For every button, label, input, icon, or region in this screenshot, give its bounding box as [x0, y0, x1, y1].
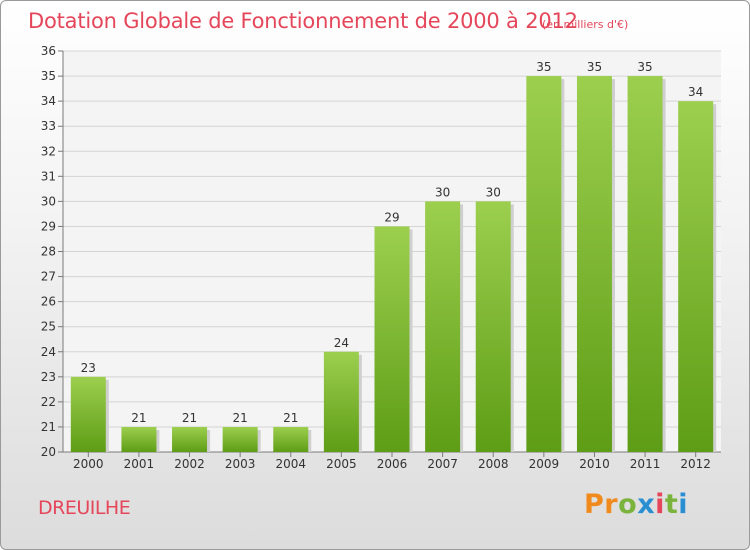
bar [273, 426, 309, 452]
y-tick-label: 36 [41, 44, 56, 58]
bar-value-label: 21 [233, 411, 248, 425]
y-tick-label: 22 [41, 395, 56, 409]
proxiti-logo[interactable]: Proxiti [584, 489, 688, 520]
bar [121, 426, 157, 452]
commune-name: DREUILHE [38, 497, 131, 519]
bar [172, 426, 208, 452]
logo-letter: r [604, 489, 619, 520]
x-tick-label: 2000 [73, 457, 104, 471]
bar [70, 376, 106, 452]
x-tick-label: 2003 [225, 457, 256, 471]
y-tick-label: 33 [41, 119, 56, 133]
bar [425, 201, 461, 452]
logo-letter: t [664, 489, 679, 520]
bar-value-label: 35 [536, 60, 551, 74]
y-tick-label: 21 [41, 420, 56, 434]
bar [374, 226, 410, 452]
x-tick-label: 2007 [427, 457, 458, 471]
y-tick-label: 31 [41, 169, 56, 183]
x-tick-label: 2006 [377, 457, 408, 471]
bar [475, 201, 511, 452]
y-tick-label: 28 [41, 245, 56, 259]
y-tick-label: 32 [41, 144, 56, 158]
y-tick-label: 27 [41, 270, 56, 284]
bar [526, 76, 562, 452]
x-tick-label: 2009 [529, 457, 560, 471]
bar [222, 426, 258, 452]
bar-value-label: 21 [182, 411, 197, 425]
logo-letter: o [618, 489, 638, 520]
bar-value-label: 23 [81, 361, 96, 375]
y-tick-label: 35 [41, 69, 56, 83]
logo-letter: P [584, 489, 605, 520]
bar-value-label: 29 [384, 210, 399, 224]
logo-letter: i [655, 489, 665, 520]
bar-value-label: 35 [637, 60, 652, 74]
bar [678, 101, 714, 452]
y-tick-label: 23 [41, 370, 56, 384]
x-tick-label: 2011 [630, 457, 661, 471]
y-tick-label: 29 [41, 219, 56, 233]
bar-value-label: 24 [334, 336, 349, 350]
bar-value-label: 21 [131, 411, 146, 425]
y-tick-label: 26 [41, 295, 56, 309]
logo-letter: i [678, 489, 689, 520]
y-tick-label: 25 [41, 320, 56, 334]
chart-title: Dotation Globale de Fonctionnement de 20… [28, 9, 578, 33]
x-tick-label: 2005 [326, 457, 357, 471]
x-tick-label: 2001 [124, 457, 155, 471]
bar-value-label: 30 [435, 185, 450, 199]
y-tick-label: 34 [41, 94, 56, 108]
x-tick-label: 2010 [579, 457, 610, 471]
bar [576, 76, 612, 452]
x-tick-label: 2008 [478, 457, 509, 471]
x-tick-label: 2002 [174, 457, 205, 471]
bar-value-label: 21 [283, 411, 298, 425]
x-tick-label: 2004 [275, 457, 306, 471]
bar-value-label: 34 [688, 85, 703, 99]
bar [323, 351, 359, 452]
y-tick-label: 20 [41, 445, 56, 459]
logo-letter: x [637, 489, 656, 520]
bar-value-label: 30 [486, 185, 501, 199]
bar [627, 76, 663, 452]
chart-unit: (en milliers d'€) [542, 18, 629, 31]
y-tick-label: 24 [41, 345, 56, 359]
bar-value-label: 35 [587, 60, 602, 74]
x-tick-label: 2012 [680, 457, 711, 471]
y-tick-label: 30 [41, 194, 56, 208]
